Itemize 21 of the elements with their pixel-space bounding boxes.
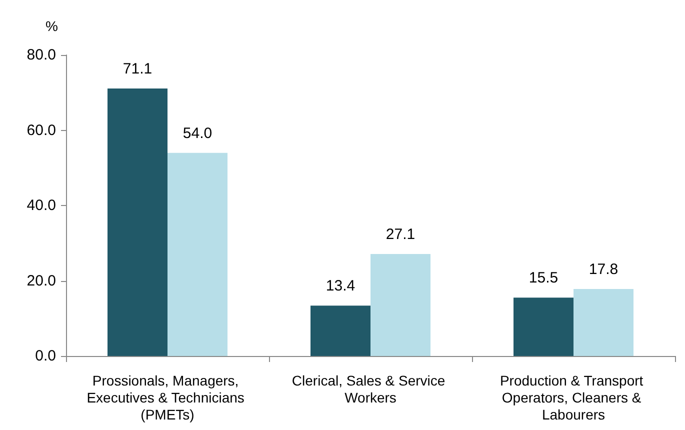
data-label: 17.8 — [588, 261, 618, 278]
y-tick-label: 0.0 — [35, 348, 56, 364]
y-tick-label: 40.0 — [26, 197, 56, 214]
y-tick-label: 80.0 — [26, 46, 56, 64]
data-label: 15.5 — [528, 270, 558, 287]
bar — [574, 289, 634, 356]
bar — [370, 254, 430, 356]
y-axis-title: % — [46, 18, 58, 34]
data-label: 54.0 — [182, 124, 212, 142]
bar — [168, 152, 228, 356]
x-tick-label: Prossionals, Managers, Executives & Technicians (PMETs) — [86, 372, 248, 422]
x-tick-label: Production & Transport Operators, Cleaners & Labourers — [500, 372, 648, 422]
y-tick-label: 60.0 — [26, 122, 56, 139]
y-tick-label: 20.0 — [26, 272, 56, 290]
x-tick-label: Clerical, Sales & Service Workers — [292, 372, 450, 406]
bar — [514, 298, 574, 356]
data-label: 13.4 — [326, 278, 356, 295]
bar — [108, 88, 168, 356]
data-label: 27.1 — [386, 226, 416, 244]
bar — [310, 306, 370, 356]
data-label: 71.1 — [122, 60, 152, 78]
